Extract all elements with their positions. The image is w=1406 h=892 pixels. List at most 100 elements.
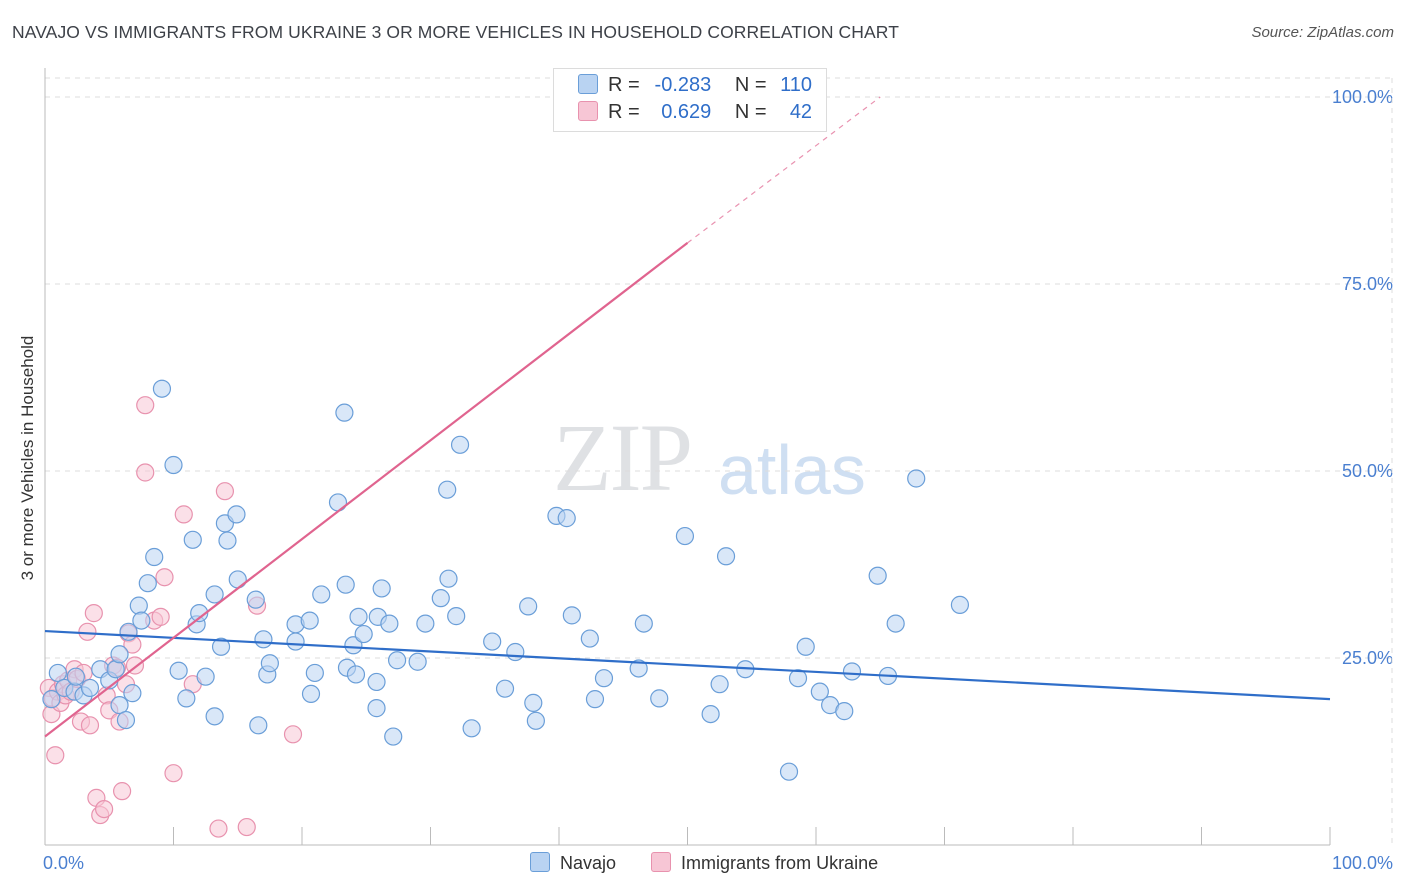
navajo-point bbox=[249, 716, 268, 735]
navajo-point bbox=[868, 566, 887, 585]
navajo-point bbox=[387, 651, 407, 670]
y-tick-label: 50.0% bbox=[1342, 461, 1393, 481]
navajo-point bbox=[110, 645, 129, 664]
navajo-point bbox=[557, 509, 576, 528]
navajo-point bbox=[524, 693, 543, 712]
navajo-point bbox=[842, 662, 862, 681]
navajo-point bbox=[416, 614, 435, 633]
navajo-point bbox=[380, 614, 399, 633]
navajo-point bbox=[526, 711, 545, 730]
navajo-point bbox=[408, 652, 427, 671]
y-tick-label: 25.0% bbox=[1342, 648, 1393, 668]
navajo-point bbox=[260, 654, 279, 673]
navajo-point bbox=[305, 663, 324, 683]
navajo-point bbox=[950, 595, 970, 614]
legend-item-navajo: Navajo bbox=[530, 852, 616, 874]
source-label: Source: ZipAtlas.com bbox=[1251, 24, 1394, 41]
navajo-point bbox=[328, 493, 348, 512]
x-tick-label: 0.0% bbox=[43, 853, 84, 873]
n-label: N = bbox=[734, 101, 767, 123]
navajo-point bbox=[447, 607, 466, 626]
ukraine-point bbox=[95, 799, 114, 819]
navajo-point bbox=[106, 660, 125, 679]
navajo-point bbox=[211, 637, 231, 656]
navajo-point bbox=[336, 575, 355, 594]
ukraine-point bbox=[136, 396, 155, 415]
legend-row-navajo: R = -0.283 N = 110 bbox=[578, 74, 812, 100]
ukraine-point bbox=[80, 716, 100, 735]
ukraine-point bbox=[174, 505, 193, 524]
x-tick-label: 100.0% bbox=[1332, 853, 1393, 873]
navajo-point bbox=[367, 672, 386, 692]
navajo-point bbox=[594, 669, 614, 688]
ukraine-point bbox=[215, 482, 234, 501]
navajo-point bbox=[227, 505, 246, 524]
navajo-trend-line bbox=[44, 629, 1331, 701]
navajo-point bbox=[788, 669, 808, 688]
navajo-point bbox=[344, 636, 363, 655]
y-tick-label: 75.0% bbox=[1342, 274, 1393, 294]
ukraine-point bbox=[84, 604, 103, 623]
navajo-point bbox=[710, 675, 729, 694]
navajo-point bbox=[367, 699, 386, 718]
legend-item-ukraine: Immigrants from Ukraine bbox=[651, 852, 878, 874]
ukraine-point bbox=[136, 463, 155, 482]
navajo-point bbox=[634, 614, 653, 633]
ukraine-point bbox=[164, 764, 183, 783]
navajo-point bbox=[439, 569, 458, 588]
ukraine-trend-extension bbox=[687, 96, 881, 244]
navajo-point bbox=[810, 682, 829, 701]
r-label: R = bbox=[608, 74, 640, 96]
navajo-point bbox=[483, 632, 502, 651]
ukraine-trend-line bbox=[44, 241, 689, 738]
navajo-point bbox=[835, 702, 854, 721]
navajo-point bbox=[116, 710, 136, 730]
y-axis-label: 3 or more Vehicles in Household bbox=[18, 335, 37, 581]
navajo-point bbox=[190, 604, 209, 623]
n-value-navajo: 110 bbox=[780, 74, 813, 96]
navajo-point bbox=[580, 629, 599, 648]
ukraine-swatch bbox=[651, 852, 672, 872]
r-value-navajo: -0.283 bbox=[654, 74, 712, 96]
navajo-point bbox=[886, 614, 905, 633]
navajo-point bbox=[286, 632, 305, 651]
legend-row-ukraine: R = 0.629 N = 42 bbox=[578, 101, 812, 127]
navajo-point bbox=[80, 678, 100, 698]
r-value-ukraine: 0.629 bbox=[661, 101, 712, 123]
navajo-point bbox=[349, 607, 368, 626]
series-legend: Navajo Immigrants from Ukraine bbox=[530, 852, 908, 874]
navajo-point bbox=[177, 689, 196, 708]
navajo-point bbox=[218, 531, 237, 550]
y-tick-label: 100.0% bbox=[1332, 87, 1393, 107]
ukraine-point bbox=[46, 746, 65, 765]
navajo-point bbox=[796, 637, 815, 656]
ukraine-point bbox=[237, 817, 256, 837]
ukraine-swatch bbox=[578, 101, 598, 121]
navajo-point bbox=[152, 379, 172, 398]
navajo-point bbox=[145, 547, 164, 567]
navajo-point bbox=[384, 727, 403, 746]
navajo-point bbox=[300, 611, 319, 630]
navajo-point bbox=[346, 665, 366, 684]
watermark-atlas: atlas bbox=[718, 431, 866, 509]
n-value-ukraine: 42 bbox=[789, 101, 813, 123]
navajo-point bbox=[335, 403, 354, 422]
navajo-point bbox=[123, 684, 142, 703]
navajo-point bbox=[183, 530, 202, 549]
navajo-point bbox=[716, 547, 736, 566]
ukraine-point bbox=[78, 622, 97, 641]
navajo-point bbox=[431, 589, 450, 608]
ukraine-point bbox=[112, 782, 132, 801]
navajo-point bbox=[519, 597, 538, 616]
navajo-swatch bbox=[578, 74, 598, 94]
navajo-point bbox=[506, 642, 525, 662]
watermark-zip: ZIP bbox=[553, 404, 693, 511]
navajo-point bbox=[779, 762, 799, 781]
navajo-point bbox=[354, 624, 373, 644]
ukraine-point bbox=[155, 568, 174, 587]
navajo-point bbox=[228, 570, 247, 589]
navajo-point bbox=[629, 659, 648, 678]
navajo-point bbox=[164, 455, 183, 475]
ukraine-point bbox=[151, 607, 170, 626]
navajo-point bbox=[254, 630, 273, 649]
